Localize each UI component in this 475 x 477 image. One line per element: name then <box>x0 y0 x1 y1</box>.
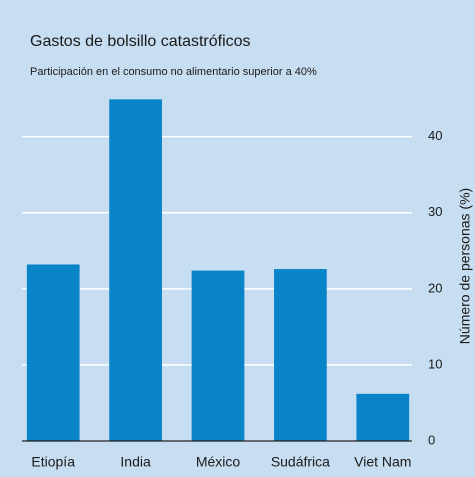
x-tick-label: India <box>120 454 151 470</box>
bar <box>356 393 410 441</box>
x-tick-label: México <box>196 454 241 470</box>
bar <box>26 264 80 441</box>
y-tick-label: 40 <box>428 128 442 143</box>
y-tick-label: 30 <box>428 204 442 219</box>
y-tick-label: 0 <box>428 432 435 447</box>
bar <box>274 269 327 441</box>
x-tick-label: Sudáfrica <box>271 454 330 470</box>
x-tick-label: Etiopía <box>31 454 75 470</box>
bar <box>191 270 245 441</box>
y-tick-label: 20 <box>428 280 442 295</box>
x-tick-label: Viet Nam <box>354 454 411 470</box>
chart-title: Gastos de bolsillo catastróficos <box>30 33 251 50</box>
y-axis-label: Número de personas (%) <box>457 188 473 344</box>
chart-subtitle: Participación en el consumo no alimentar… <box>30 66 317 78</box>
bar <box>109 99 162 441</box>
y-tick-label: 10 <box>428 356 442 371</box>
